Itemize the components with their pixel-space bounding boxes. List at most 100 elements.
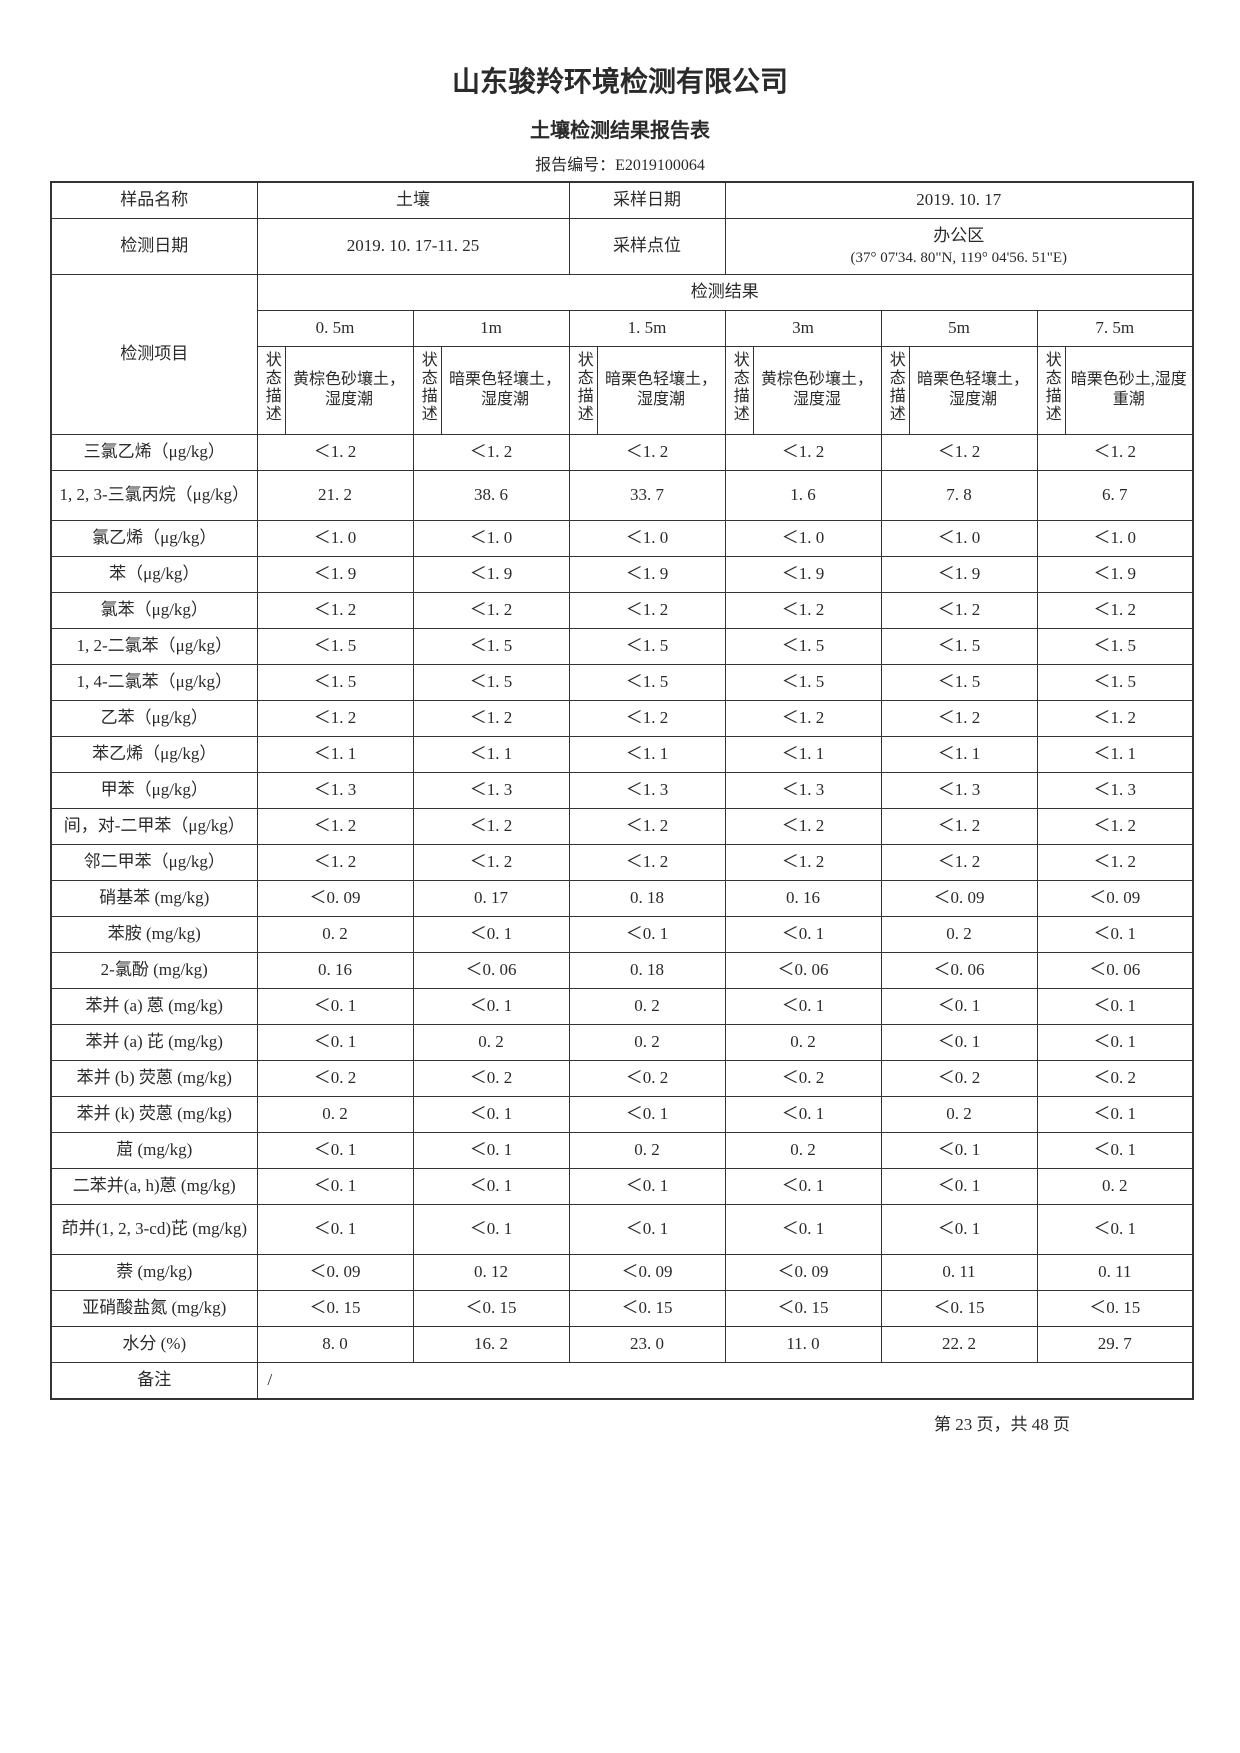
result-cell: ＜1. 2 [569, 592, 725, 628]
result-cell: 33. 7 [569, 470, 725, 520]
result-cell: ＜0. 1 [1037, 1204, 1193, 1254]
depth-header: 5m [881, 311, 1037, 347]
result-cell: ＜1. 1 [257, 736, 413, 772]
result-cell: ＜0. 1 [725, 988, 881, 1024]
result-cell: ＜0. 06 [1037, 952, 1193, 988]
item-name: 苯（μg/kg） [51, 556, 257, 592]
result-cell: ＜0. 1 [413, 1168, 569, 1204]
result-cell: ＜1. 2 [881, 808, 1037, 844]
result-cell: ＜1. 9 [881, 556, 1037, 592]
result-cell: ＜1. 2 [413, 700, 569, 736]
result-cell: 7. 8 [881, 470, 1037, 520]
result-cell: ＜0. 1 [257, 1024, 413, 1060]
state-desc-label: 状态描述 [1037, 347, 1065, 435]
item-name: 䓛 (mg/kg) [51, 1132, 257, 1168]
result-cell: ＜1. 1 [725, 736, 881, 772]
item-name: 氯乙烯（μg/kg） [51, 520, 257, 556]
table-row: 二苯并(a, h)蒽 (mg/kg)＜0. 1＜0. 1＜0. 1＜0. 1＜0… [51, 1168, 1193, 1204]
result-cell: ＜0. 1 [569, 1204, 725, 1254]
result-cell: ＜1. 2 [257, 844, 413, 880]
result-cell: ＜0. 1 [257, 1132, 413, 1168]
result-cell: ＜1. 2 [881, 592, 1037, 628]
table-row: 间，对-二甲苯（μg/kg）＜1. 2＜1. 2＜1. 2＜1. 2＜1. 2＜… [51, 808, 1193, 844]
result-cell: ＜1. 2 [413, 844, 569, 880]
result-cell: ＜1. 5 [881, 628, 1037, 664]
item-name: 苯并 (a) 芘 (mg/kg) [51, 1024, 257, 1060]
result-cell: ＜1. 2 [881, 434, 1037, 470]
depth-header: 1. 5m [569, 311, 725, 347]
result-cell: ＜1. 2 [257, 592, 413, 628]
table-row: 氯乙烯（μg/kg）＜1. 0＜1. 0＜1. 0＜1. 0＜1. 0＜1. 0 [51, 520, 1193, 556]
result-cell: ＜1. 2 [881, 844, 1037, 880]
table-row: 1, 2, 3-三氯丙烷（μg/kg）21. 238. 633. 71. 67.… [51, 470, 1193, 520]
result-cell: ＜0. 1 [1037, 1132, 1193, 1168]
result-cell: 0. 2 [881, 916, 1037, 952]
result-cell: ＜0. 09 [725, 1254, 881, 1290]
result-cell: ＜0. 09 [569, 1254, 725, 1290]
result-cell: ＜1. 5 [257, 664, 413, 700]
report-no-label: 报告编号： [535, 157, 615, 174]
table-row: 水分 (%)8. 016. 223. 011. 022. 229. 7 [51, 1326, 1193, 1362]
state-desc-label: 状态描述 [725, 347, 753, 435]
result-cell: ＜1. 2 [413, 592, 569, 628]
table-row: 邻二甲苯（μg/kg）＜1. 2＜1. 2＜1. 2＜1. 2＜1. 2＜1. … [51, 844, 1193, 880]
result-cell: 0. 2 [569, 988, 725, 1024]
state-desc-label: 状态描述 [257, 347, 285, 435]
table-row: 2-氯酚 (mg/kg)0. 16＜0. 060. 18＜0. 06＜0. 06… [51, 952, 1193, 988]
result-cell: ＜1. 5 [725, 664, 881, 700]
result-cell: 16. 2 [413, 1326, 569, 1362]
item-name: 1, 4-二氯苯（μg/kg） [51, 664, 257, 700]
state-desc-value: 暗栗色砂土,湿度重潮 [1065, 347, 1193, 435]
result-cell: ＜1. 2 [1037, 700, 1193, 736]
table-row: 苯并 (a) 蒽 (mg/kg)＜0. 1＜0. 10. 2＜0. 1＜0. 1… [51, 988, 1193, 1024]
sample-name-label: 样品名称 [51, 182, 257, 218]
result-cell: ＜1. 0 [257, 520, 413, 556]
result-cell: ＜0. 09 [257, 1254, 413, 1290]
result-cell: ＜1. 9 [413, 556, 569, 592]
result-cell: ＜0. 1 [1037, 1024, 1193, 1060]
result-cell: ＜0. 15 [413, 1290, 569, 1326]
table-row: 苯并 (b) 荧蒽 (mg/kg)＜0. 2＜0. 2＜0. 2＜0. 2＜0.… [51, 1060, 1193, 1096]
state-desc-value: 暗栗色轻壤土，湿度潮 [441, 347, 569, 435]
test-date-val: 2019. 10. 17-11. 25 [257, 218, 569, 274]
table-row: 苯并 (a) 芘 (mg/kg)＜0. 10. 20. 20. 2＜0. 1＜0… [51, 1024, 1193, 1060]
sampling-point-label: 采样点位 [569, 218, 725, 274]
result-cell: ＜1. 2 [1037, 808, 1193, 844]
result-cell: ＜0. 1 [881, 1168, 1037, 1204]
test-result-label: 检测结果 [257, 275, 1193, 311]
remark-value: / [257, 1362, 1193, 1398]
result-cell: ＜1. 3 [413, 772, 569, 808]
result-cell: ＜1. 0 [569, 520, 725, 556]
result-cell: ＜0. 1 [413, 988, 569, 1024]
result-cell: ＜0. 1 [569, 1168, 725, 1204]
item-name: 氯苯（μg/kg） [51, 592, 257, 628]
item-name: 甲苯（μg/kg） [51, 772, 257, 808]
sampling-point-val: 办公区 (37° 07'34. 80"N, 119° 04'56. 51"E) [725, 218, 1193, 274]
result-cell: ＜1. 5 [881, 664, 1037, 700]
test-item-label: 检测项目 [51, 275, 257, 435]
result-cell: ＜0. 15 [881, 1290, 1037, 1326]
table-row: 萘 (mg/kg)＜0. 090. 12＜0. 09＜0. 090. 110. … [51, 1254, 1193, 1290]
state-desc-value: 黄棕色砂壤土，湿度湿 [753, 347, 881, 435]
result-cell: ＜0. 1 [725, 1168, 881, 1204]
result-cell: 0. 2 [413, 1024, 569, 1060]
result-cell: ＜1. 5 [257, 628, 413, 664]
table-row: 氯苯（μg/kg）＜1. 2＜1. 2＜1. 2＜1. 2＜1. 2＜1. 2 [51, 592, 1193, 628]
result-cell: ＜0. 1 [257, 1168, 413, 1204]
result-cell: ＜1. 0 [1037, 520, 1193, 556]
result-cell: ＜1. 2 [257, 434, 413, 470]
result-cell: ＜0. 06 [881, 952, 1037, 988]
item-name: 苯胺 (mg/kg) [51, 916, 257, 952]
item-name: 亚硝酸盐氮 (mg/kg) [51, 1290, 257, 1326]
result-cell: 0. 2 [569, 1024, 725, 1060]
item-name: 1, 2, 3-三氯丙烷（μg/kg） [51, 470, 257, 520]
result-cell: ＜1. 1 [569, 736, 725, 772]
table-row: 苯胺 (mg/kg)0. 2＜0. 1＜0. 1＜0. 10. 2＜0. 1 [51, 916, 1193, 952]
table-row: 苯（μg/kg）＜1. 9＜1. 9＜1. 9＜1. 9＜1. 9＜1. 9 [51, 556, 1193, 592]
item-name: 茚并(1, 2, 3-cd)芘 (mg/kg) [51, 1204, 257, 1254]
result-cell: ＜0. 09 [881, 880, 1037, 916]
result-cell: ＜0. 1 [1037, 916, 1193, 952]
report-number: 报告编号：E2019100064 [50, 151, 1190, 175]
result-cell: ＜1. 2 [1037, 434, 1193, 470]
sample-name-val: 土壤 [257, 182, 569, 218]
